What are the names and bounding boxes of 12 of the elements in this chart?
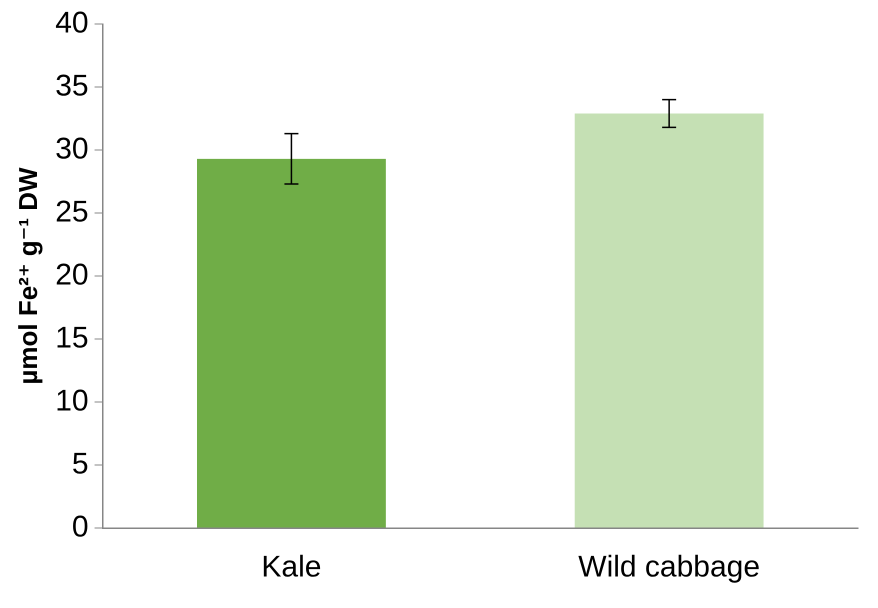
y-tick-label: 10 [55, 384, 89, 418]
y-tick-label: 30 [55, 132, 89, 166]
x-tick-label: Wild cabbage [578, 550, 760, 584]
y-tick-label: 25 [55, 195, 89, 228]
y-tick-label: 15 [55, 321, 89, 354]
y-axis-title: µmol Fe²⁺ g⁻¹ DW [12, 166, 43, 385]
y-tick-label: 5 [72, 447, 89, 480]
y-tick-label: 40 [55, 6, 89, 40]
y-tick-label: 35 [55, 69, 89, 102]
x-tick-label: Kale [261, 550, 322, 584]
y-tick-label: 0 [72, 510, 89, 544]
y-tick-label: 20 [55, 258, 89, 292]
